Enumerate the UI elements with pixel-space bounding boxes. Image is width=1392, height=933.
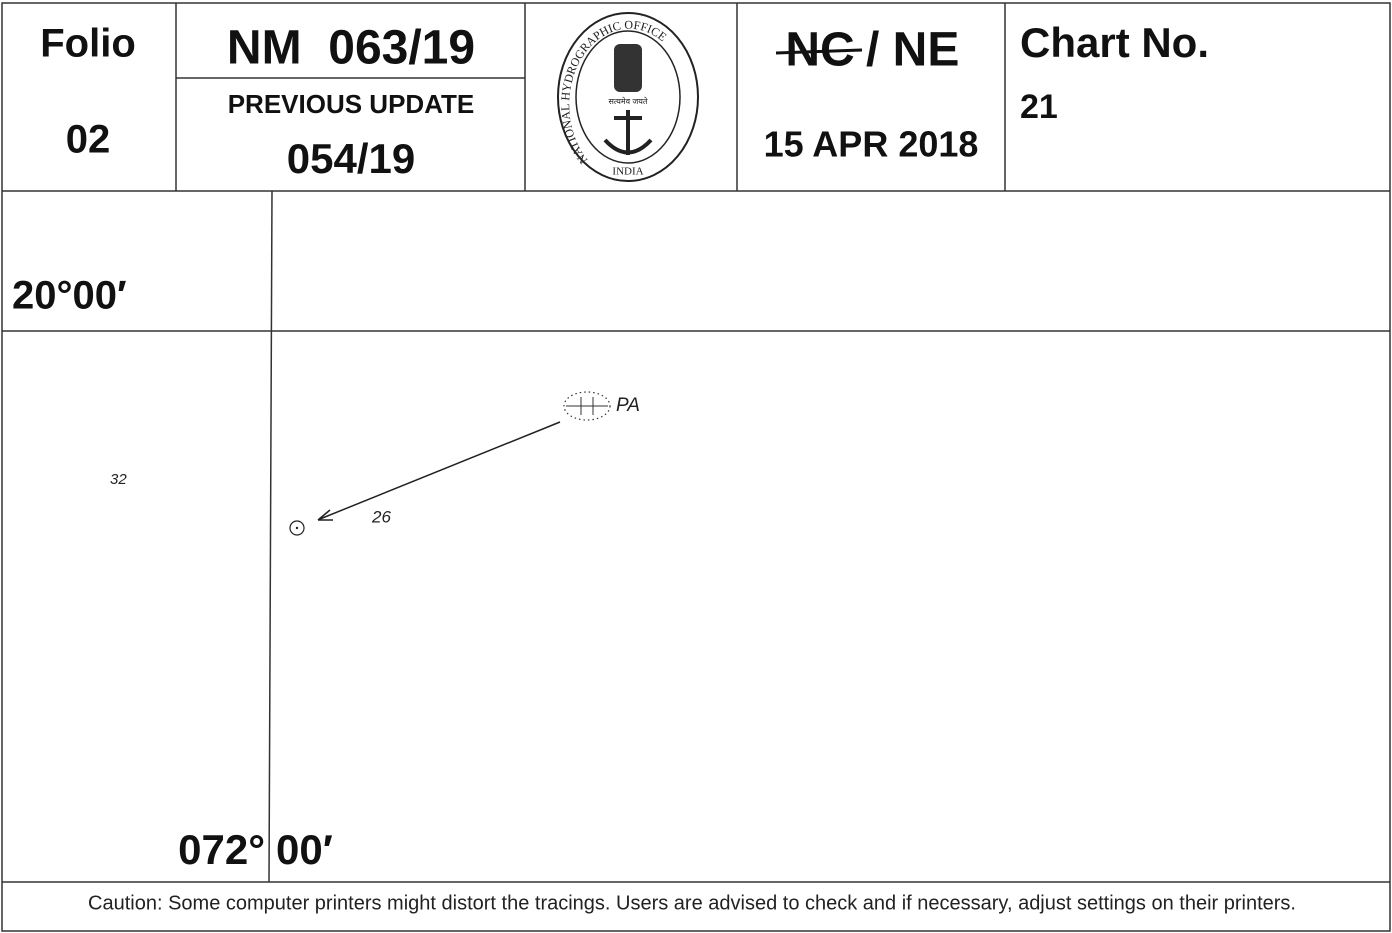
pa-label: PA (616, 395, 640, 416)
nm-number: NM 063/19 (227, 22, 475, 75)
sounding: 26 (371, 507, 391, 526)
folio-label: Folio (40, 22, 136, 66)
strike (775, 48, 863, 55)
logo-text: NATIONAL HYDROGRAPHIC OFFICE (558, 18, 669, 167)
logo-india: INDIA (612, 166, 643, 178)
caution: Caution: Some computer printers might di… (88, 892, 1296, 914)
previous-update: 054/19 (287, 135, 415, 182)
logo: NATIONAL HYDROGRAPHIC OFFICE INDIA सत्यम… (557, 12, 699, 182)
longitude-min: 00′ (276, 826, 333, 873)
logo-text: NATIONAL HYDROGRAPHIC OFFICE (558, 18, 669, 167)
previous-update-label: PREVIOUS UPDATE (228, 89, 475, 119)
emblem (614, 44, 642, 92)
pa-symbol (563, 391, 611, 421)
position-dot (295, 526, 299, 530)
date: 15 APR 2018 (764, 124, 979, 165)
logo-ring (575, 30, 681, 164)
arrow-line (319, 421, 561, 520)
logo-motto: सत्यमेव जयते (609, 96, 648, 106)
chart-no: 21 (1020, 88, 1058, 126)
anchor (603, 110, 653, 155)
position-circle (289, 520, 305, 536)
chart-no-label: Chart No. (1020, 19, 1209, 66)
folio: 02 (66, 118, 111, 162)
sounding: 32 (110, 471, 127, 488)
longitude-deg: 072° (178, 826, 265, 873)
logo-ring (557, 12, 699, 182)
meridian (268, 190, 273, 883)
ne: / NE (866, 24, 959, 77)
arrow-head (317, 509, 333, 521)
latitude: 20°00′ (12, 274, 127, 318)
pa-ellipse (563, 391, 611, 421)
